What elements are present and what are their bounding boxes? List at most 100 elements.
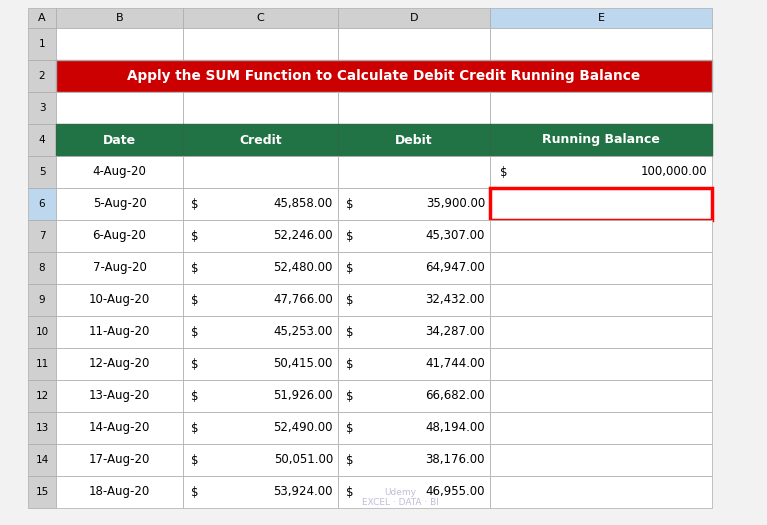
Bar: [490, 316, 712, 348]
Text: 32,432.00: 32,432.00: [426, 293, 485, 307]
Text: Udemy
EXCEL · DATA · BI: Udemy EXCEL · DATA · BI: [361, 488, 439, 507]
Text: Debit: Debit: [395, 133, 433, 146]
Bar: [338, 252, 490, 284]
Text: Credit: Credit: [239, 133, 281, 146]
Text: 50,051.00: 50,051.00: [274, 454, 333, 467]
Text: 12: 12: [35, 391, 48, 401]
Text: $: $: [346, 326, 354, 339]
Bar: [28, 284, 56, 316]
Text: $: $: [346, 293, 354, 307]
Text: E: E: [597, 13, 604, 23]
Bar: [490, 28, 712, 60]
Bar: [28, 8, 712, 508]
Bar: [490, 124, 712, 156]
Text: $: $: [346, 261, 354, 275]
Bar: [28, 8, 56, 28]
Bar: [56, 220, 183, 252]
Bar: [183, 124, 338, 156]
Text: $: $: [500, 165, 508, 178]
Bar: [490, 348, 712, 380]
Text: 11-Aug-20: 11-Aug-20: [89, 326, 150, 339]
Text: 38,176.00: 38,176.00: [426, 454, 485, 467]
Bar: [338, 28, 490, 60]
Bar: [338, 188, 490, 220]
Text: 66,682.00: 66,682.00: [426, 390, 485, 403]
Text: 45,858.00: 45,858.00: [274, 197, 333, 211]
Bar: [56, 412, 183, 444]
Text: 64,947.00: 64,947.00: [425, 261, 485, 275]
Bar: [183, 348, 338, 380]
Text: 10-Aug-20: 10-Aug-20: [89, 293, 150, 307]
Bar: [183, 444, 338, 476]
Text: 5: 5: [38, 167, 45, 177]
Bar: [183, 92, 338, 124]
Text: 48,194.00: 48,194.00: [426, 422, 485, 435]
Text: 12-Aug-20: 12-Aug-20: [89, 358, 150, 371]
Bar: [338, 156, 490, 188]
Bar: [28, 380, 56, 412]
Text: 10: 10: [35, 327, 48, 337]
Text: 3: 3: [38, 103, 45, 113]
Bar: [183, 28, 338, 60]
Text: 35,900.00: 35,900.00: [426, 197, 485, 211]
Text: 52,480.00: 52,480.00: [274, 261, 333, 275]
Bar: [490, 156, 712, 188]
Bar: [338, 444, 490, 476]
Bar: [490, 476, 712, 508]
Text: 51,926.00: 51,926.00: [273, 390, 333, 403]
Bar: [490, 220, 712, 252]
Bar: [490, 444, 712, 476]
Text: $: $: [191, 197, 199, 211]
Text: 13-Aug-20: 13-Aug-20: [89, 390, 150, 403]
Text: $: $: [346, 197, 354, 211]
Text: 7-Aug-20: 7-Aug-20: [93, 261, 146, 275]
Text: Running Balance: Running Balance: [542, 133, 660, 146]
Bar: [28, 252, 56, 284]
Bar: [28, 60, 56, 92]
Bar: [183, 284, 338, 316]
Bar: [28, 444, 56, 476]
Text: 4: 4: [38, 135, 45, 145]
Bar: [183, 252, 338, 284]
Bar: [56, 60, 712, 92]
Text: 46,955.00: 46,955.00: [426, 486, 485, 499]
Bar: [56, 284, 183, 316]
Bar: [56, 380, 183, 412]
Bar: [490, 284, 712, 316]
Bar: [56, 444, 183, 476]
Text: 52,246.00: 52,246.00: [273, 229, 333, 243]
Text: $: $: [191, 454, 199, 467]
Text: $: $: [346, 486, 354, 499]
Text: 52,490.00: 52,490.00: [274, 422, 333, 435]
Text: 34,287.00: 34,287.00: [426, 326, 485, 339]
Text: 4-Aug-20: 4-Aug-20: [93, 165, 146, 178]
Text: 7: 7: [38, 231, 45, 241]
Text: $: $: [191, 261, 199, 275]
Bar: [56, 252, 183, 284]
Text: 45,253.00: 45,253.00: [274, 326, 333, 339]
Bar: [56, 92, 183, 124]
Bar: [28, 316, 56, 348]
Bar: [338, 316, 490, 348]
Bar: [28, 124, 56, 156]
Bar: [28, 28, 56, 60]
Text: A: A: [38, 13, 46, 23]
Text: $: $: [191, 390, 199, 403]
Bar: [490, 188, 712, 220]
Bar: [490, 380, 712, 412]
Bar: [183, 316, 338, 348]
Bar: [338, 220, 490, 252]
Bar: [28, 412, 56, 444]
Text: 14: 14: [35, 455, 48, 465]
Text: $: $: [191, 358, 199, 371]
Bar: [338, 348, 490, 380]
Bar: [490, 252, 712, 284]
Text: Apply the SUM Function to Calculate Debit Credit Running Balance: Apply the SUM Function to Calculate Debi…: [127, 69, 640, 83]
Text: $: $: [346, 454, 354, 467]
Text: $: $: [191, 229, 199, 243]
Text: 41,744.00: 41,744.00: [425, 358, 485, 371]
Bar: [338, 380, 490, 412]
Bar: [183, 220, 338, 252]
Text: 8: 8: [38, 263, 45, 273]
Text: 9: 9: [38, 295, 45, 305]
